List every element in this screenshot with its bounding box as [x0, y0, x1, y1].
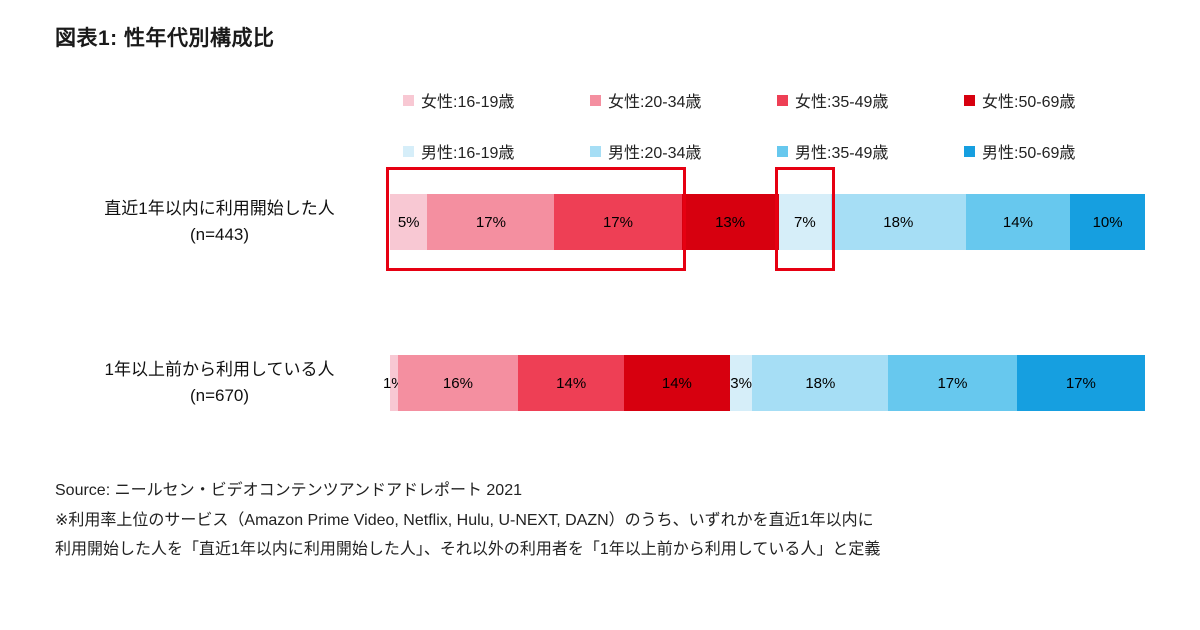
segment-value: 14%	[661, 374, 692, 392]
bar-segment: 17%	[554, 194, 682, 250]
segment-value: 7%	[794, 213, 816, 231]
legend-swatch	[590, 145, 601, 157]
row-sample-size: (n=670)	[189, 386, 250, 405]
legend-label: 男性:20-34歳	[608, 145, 702, 162]
legend-label: 男性:16-19歳	[421, 145, 515, 162]
bar-segment: 10%	[1070, 194, 1145, 250]
chart-title: 図表1: 性年代別構成比	[55, 27, 275, 50]
bar-segment: 1%	[383, 355, 405, 411]
bar-segment: 18%	[831, 194, 966, 250]
legend-item: 男性:35-49歳	[777, 139, 964, 163]
segment-value: 18%	[805, 374, 836, 392]
legend: 女性:16-19歳 女性:20-34歳 女性:35-49歳 女性:50-69歳男性:1…	[403, 88, 1151, 163]
bar-segment: 7%	[778, 194, 832, 250]
legend-item: 男性:16-19歳	[403, 139, 590, 163]
bar-segment: 13%	[681, 194, 779, 250]
bar-segment: 17%	[427, 194, 555, 250]
legend-swatch	[777, 94, 788, 106]
bar-segment: 14%	[624, 355, 730, 411]
bar-segment: 16%	[397, 355, 519, 411]
segment-value: 17%	[602, 213, 633, 231]
source-note: Source: ニールセン・ビデオコンテンツアンドアドレポート 2021 ※利用…	[55, 476, 880, 565]
bar-row: 直近1年以内に利用開始した人 (n=443) 5% 17% 17% 13% 7% 18% 1…	[55, 167, 1145, 271]
stacked-bar: 1% 16% 14% 14% 3% 18% 17% 17%	[383, 355, 1145, 411]
segment-value: 16%	[442, 374, 473, 392]
source-line: Source: ニールセン・ビデオコンテンツアンドアドレポート 2021	[55, 482, 522, 499]
legend-swatch	[964, 145, 975, 157]
legend-swatch	[403, 145, 414, 157]
bar-segment: 17%	[1016, 355, 1145, 411]
legend-label: 女性:35-49歳	[795, 94, 889, 111]
bar-row-label: 1年以上前から利用している人 (n=670)	[55, 357, 390, 410]
bar-segment: 3%	[729, 355, 753, 411]
segment-value: 17%	[1065, 374, 1096, 392]
legend-label: 女性:16-19歳	[421, 94, 515, 111]
legend-label: 男性:50-69歳	[982, 145, 1076, 162]
legend-label: 男性:35-49歳	[795, 145, 889, 162]
bar-segment: 5%	[390, 194, 428, 250]
segment-value: 14%	[1002, 213, 1033, 231]
segment-value: 3%	[730, 374, 752, 392]
segment-value: 17%	[937, 374, 968, 392]
legend-label: 女性:50-69歳	[982, 94, 1076, 111]
row-label-text: 1年以上前から利用している人	[104, 359, 335, 379]
legend-label: 女性:20-34歳	[608, 94, 702, 111]
segment-value: 5%	[397, 213, 420, 231]
legend-swatch	[403, 94, 414, 106]
segment-value: 18%	[883, 213, 914, 231]
legend-swatch	[590, 94, 601, 106]
legend-item: 女性:20-34歳	[590, 88, 777, 112]
segment-value: 10%	[1092, 213, 1123, 231]
legend-swatch	[777, 145, 788, 157]
legend-swatch	[964, 94, 975, 106]
legend-item: 女性:16-19歳	[403, 88, 590, 112]
legend-item: 男性:20-34歳	[590, 139, 777, 163]
bar-segment: 14%	[518, 355, 625, 411]
stacked-bar: 5% 17% 17% 13% 7% 18% 14% 10%	[386, 167, 1145, 271]
row-label-text: 直近1年以内に利用開始した人	[104, 198, 335, 218]
bar-segment: 17%	[888, 355, 1017, 411]
segment-value: 17%	[475, 213, 506, 231]
bar-segment: 14%	[965, 194, 1071, 250]
row-sample-size: (n=443)	[189, 225, 250, 244]
segment-value: 13%	[715, 213, 746, 231]
legend-item: 女性:35-49歳	[777, 88, 964, 112]
bar-segment: 18%	[752, 355, 889, 411]
segment-value: 14%	[556, 374, 587, 392]
bar-row: 1年以上前から利用している人 (n=670) 1% 16% 14% 14% 3% 18% 1…	[55, 355, 1145, 411]
bar-row-label: 直近1年以内に利用開始した人 (n=443)	[55, 196, 390, 249]
legend-item: 女性:50-69歳	[964, 88, 1151, 112]
source-footnote-line1: ※利用率上位のサービス（Amazon Prime Video, Netflix,…	[55, 511, 874, 529]
source-footnote-line2: 利用開始した人を「直近1年以内に利用開始した人」、それ以外の利用者を「1年以上前…	[55, 541, 881, 559]
legend-item: 男性:50-69歳	[964, 139, 1151, 163]
